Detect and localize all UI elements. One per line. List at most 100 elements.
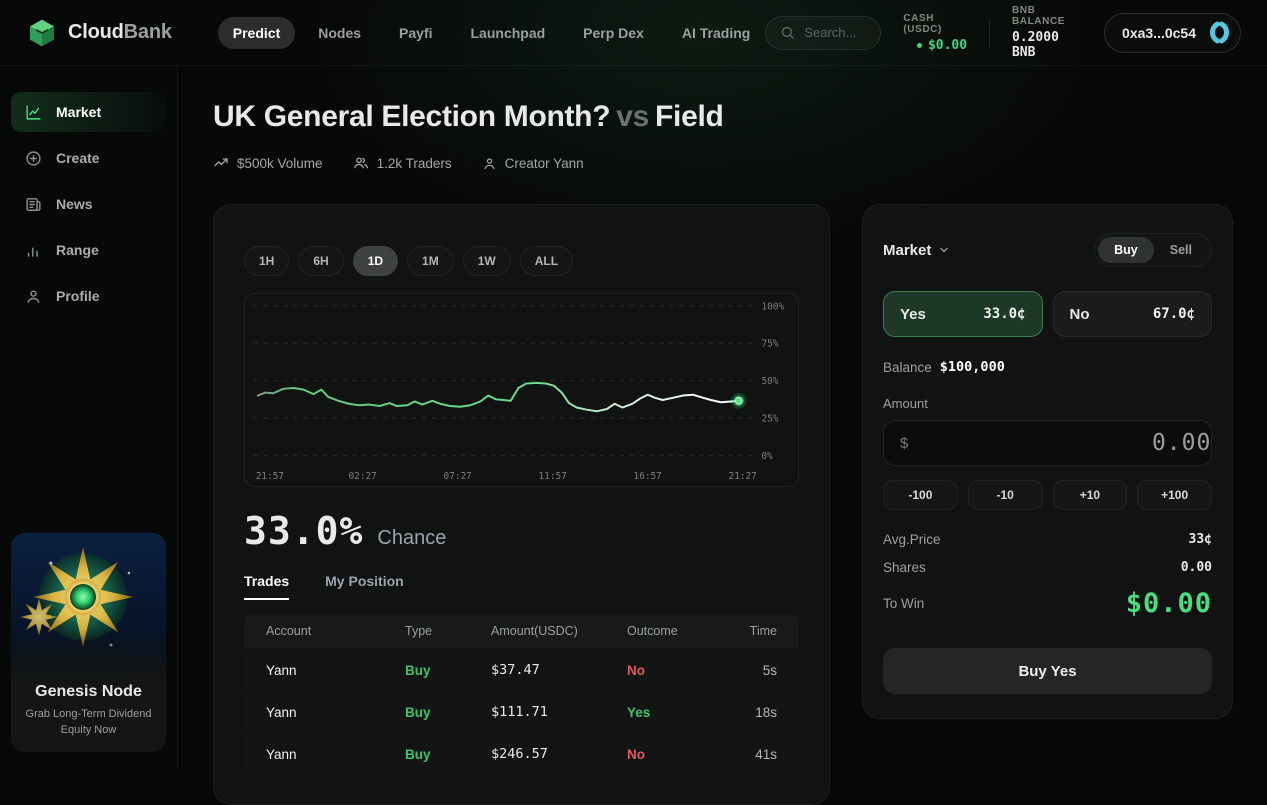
yes-outcome-button[interactable]: Yes 33.0¢ [883,291,1043,337]
chance-display: 33.0% Chance [244,509,799,553]
cloudbank-logo-icon [26,17,58,49]
svg-text:02:27: 02:27 [349,471,377,482]
chart-line-icon [25,104,42,121]
chart-card: 1H 6H 1D 1M 1W ALL [213,204,830,805]
timeframe-button[interactable]: ALL [519,246,574,276]
currency-prefix: $ [900,434,909,452]
divider [989,17,990,48]
yes-label: Yes [900,305,926,323]
sidebar-item-range[interactable]: Range [11,230,166,270]
timeframe-button[interactable]: 6H [298,246,344,276]
svg-text:50%: 50% [761,376,778,387]
toggle-segment[interactable]: Sell [1169,243,1192,257]
toggle-segment[interactable]: Buy [1098,237,1154,263]
buy-yes-button[interactable]: Buy Yes [883,648,1212,694]
svg-text:21:27: 21:27 [729,471,757,482]
newspaper-icon [25,196,42,213]
nav-item[interactable]: AI Trading [681,24,751,41]
nav-item[interactable]: Launchpad [470,24,546,41]
trade-amount: $37.47 [491,662,540,678]
svg-text:0%: 0% [761,451,773,462]
sidebar-item-label: Market [56,104,102,120]
users-icon [353,157,368,169]
avg-price-value: 33¢ [1188,532,1212,547]
sidebar-item-profile[interactable]: Profile [11,276,166,316]
market-stats: $500k Volume 1.2k Traders Creator Yann [213,155,1267,171]
no-label: No [1069,305,1090,323]
wallet-button[interactable]: 0xa3...0c54 [1104,12,1241,53]
amount-steppers: -100 -10 +10 +100 [883,480,1212,510]
to-win-label: To Win [883,596,925,611]
outcome-buttons: Yes 33.0¢ No 67.0¢ [883,291,1212,337]
trade-amount: $111.71 [491,704,548,720]
order-summary: Avg.Price 33¢ Shares 0.00 To Win $0.00 [883,532,1212,619]
yes-price: 33.0¢ [983,306,1026,322]
shares-row: Shares 0.00 [883,560,1212,575]
svg-text:25%: 25% [761,413,778,424]
tab[interactable]: My Position [325,573,404,589]
sidebar-item-market[interactable]: Market [11,92,166,132]
sidebar-item-label: Range [56,242,99,258]
brand-name: CloudBank [68,21,172,43]
person-icon [25,288,42,305]
price-chart: 100% 75% 50% 25% 0% 21:57 02:27 07:27 11:57 16:57… [244,293,799,487]
genesis-node-banner[interactable]: Genesis Node Grab Long-Term Dividend Equ… [11,533,166,752]
bnb-value: 0.2000 BNB [1011,30,1059,60]
sidebar-item-label: News [56,196,93,212]
trade-time: 18s [755,704,777,720]
timeframe-selector: 1H 6H 1D 1M 1W ALL [244,246,799,276]
balance-value: $100,000 [939,359,1005,375]
tab[interactable]: Trades [244,573,290,600]
green-dot-icon [916,42,922,48]
amount-input[interactable] [916,430,1212,456]
search-input[interactable] [804,25,875,40]
cash-balance: CASH (USDC) $0.00 [903,13,967,53]
trade-account: Yann [266,662,297,678]
cash-label: CASH (USDC) [903,12,942,35]
shares-value: 0.00 [1180,560,1212,575]
cash-value: $0.00 [916,38,967,53]
no-outcome-button[interactable]: No 67.0¢ [1052,291,1212,337]
sidebar-item-create[interactable]: Create [11,138,166,178]
timeframe-button[interactable]: 1M [407,246,454,276]
to-win-row: To Win $0.00 [883,588,1212,619]
trade-row: Yann Buy $37.47 No 5s [244,650,799,690]
topnav-right: CASH (USDC) $0.00 BNB BALANCE 0.2000 BNB… [765,5,1241,60]
svg-text:07:27: 07:27 [444,471,472,482]
sidebar: Market Create News Rang [0,66,178,768]
trade-account: Yann [266,746,297,762]
chance-value: 33.0% [244,509,364,553]
timeframe-button[interactable]: 1H [244,246,290,276]
amount-label: Amount [883,396,928,411]
search-box[interactable] [765,15,882,50]
timeframe-button[interactable]: 1D [352,246,399,276]
bnb-label: BNB BALANCE [1011,5,1066,27]
price-chart-svg: 100% 75% 50% 25% 0% 21:57 02:27 07:27 11:57 16:57… [253,301,784,482]
svg-text:11:57: 11:57 [539,471,567,482]
amount-input-wrapper: $ [883,420,1212,466]
plus-circle-icon [25,150,42,167]
nav-item[interactable]: Predict [217,16,296,49]
trade-type: Buy [405,746,431,762]
bnb-balance: BNB BALANCE 0.2000 BNB [1012,5,1082,60]
amount-stepper-button[interactable]: +100 [1137,480,1212,510]
column-header: Outcome [627,624,678,638]
chevron-down-icon [940,247,949,253]
amount-stepper-button[interactable]: +10 [1052,480,1128,510]
sidebar-item-news[interactable]: News [11,184,166,224]
nav-item[interactable]: Nodes [318,24,362,41]
trade-outcome: No [627,662,645,678]
brand[interactable]: CloudBank [26,17,172,49]
main-content: UK General Election Month? vs Field $500k … [178,66,1267,805]
trades-tabs: Trades My Position [244,573,799,600]
trade-amount: $246.57 [491,746,548,762]
amount-stepper-button[interactable]: -10 [967,480,1043,510]
nav-item[interactable]: Payfi [399,24,433,41]
timeframe-button[interactable]: 1W [462,246,511,276]
amount-stepper-button[interactable]: -100 [883,480,958,510]
bar-chart-icon [25,242,42,259]
svg-text:100%: 100% [761,301,784,312]
nav-item[interactable]: Perp Dex [583,24,644,41]
market-dropdown[interactable]: Market [883,242,950,259]
trending-up-icon [214,158,228,167]
